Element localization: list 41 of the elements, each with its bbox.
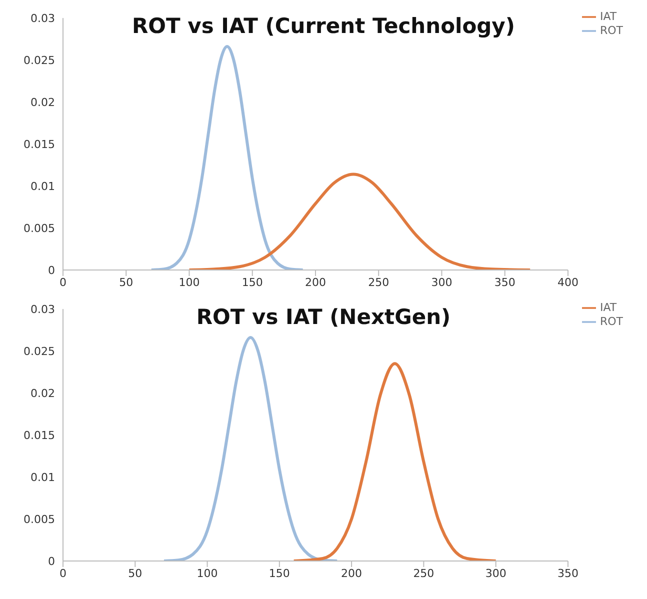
chart-title: ROT vs IAT (Current Technology) (132, 14, 515, 38)
y-tick-label: 0.015 (24, 428, 55, 442)
legend-label: IAT (600, 10, 617, 24)
y-tick-label: 0.03 (30, 12, 55, 25)
x-tick-label: 150 (268, 566, 290, 580)
x-tick-label: 350 (494, 276, 516, 289)
x-tick-label: 300 (431, 276, 452, 289)
line-series (150, 45, 304, 270)
x-tick-label: 150 (242, 276, 263, 289)
x-tick-label: 100 (178, 276, 200, 289)
y-tick-label: 0.01 (30, 470, 55, 484)
y-tick-label: 0.025 (24, 54, 55, 67)
y-tick-label: 0 (48, 264, 55, 277)
x-tick-label: 250 (368, 276, 390, 289)
legend-label: ROT (600, 315, 623, 328)
x-tick-label: 200 (304, 276, 326, 289)
line-series (188, 172, 532, 270)
x-tick-label: 350 (557, 566, 578, 580)
x-tick-label: 50 (119, 276, 134, 289)
y-tick-label: 0.03 (30, 302, 55, 316)
y-tick-label: 0.01 (30, 180, 55, 193)
x-tick-label: 0 (60, 276, 66, 289)
y-tick-label: 0 (48, 554, 55, 568)
x-tick-label: 100 (196, 566, 218, 580)
y-tick-label: 0.005 (24, 222, 55, 235)
y-tick-label: 0.015 (24, 138, 55, 151)
x-tick-label: 300 (485, 566, 506, 580)
x-tick-label: 50 (128, 566, 142, 580)
line-series (162, 336, 339, 561)
legend-label: ROT (600, 24, 623, 38)
line-series (292, 362, 498, 561)
chart-title: ROT vs IAT (NextGen) (196, 305, 451, 329)
x-tick-label: 0 (60, 566, 66, 580)
y-tick-label: 0.02 (30, 386, 55, 400)
x-tick-label: 400 (557, 276, 578, 289)
x-tick-label: 200 (341, 566, 362, 580)
legend-label: IAT (600, 301, 617, 314)
y-tick-label: 0.005 (24, 512, 55, 526)
y-tick-label: 0.02 (30, 96, 55, 109)
x-tick-label: 250 (413, 566, 434, 580)
y-tick-label: 0.025 (24, 344, 55, 358)
